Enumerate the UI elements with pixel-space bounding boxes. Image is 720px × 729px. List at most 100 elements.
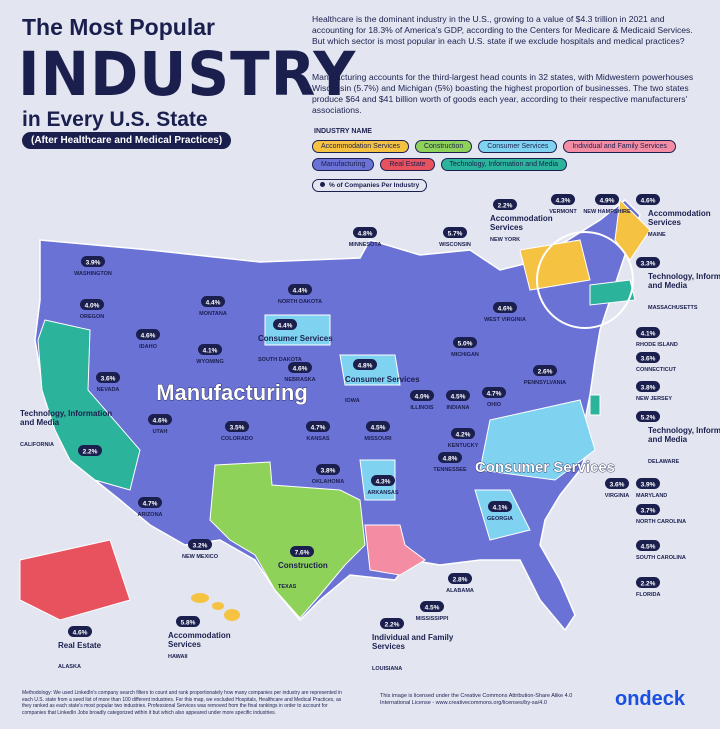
state-name: TEXAS <box>278 584 297 590</box>
brand: ondeck <box>615 688 686 710</box>
pct-label: 2.6% <box>538 369 553 376</box>
pct-badge <box>636 352 660 363</box>
pct-badge <box>380 618 404 629</box>
state-name: ARIZONA <box>137 512 162 518</box>
state-name: SOUTH CAROLINA <box>636 555 686 561</box>
pct-badge <box>138 497 162 508</box>
title-main: INDUSTRY <box>18 38 357 110</box>
pct-label: 4.7% <box>487 391 502 398</box>
state-name: VERMONT <box>549 209 577 215</box>
pct-badge <box>453 337 477 348</box>
pct-badge <box>68 626 92 637</box>
subtitle: (After Healthcare and Medical Practices) <box>22 132 232 149</box>
pct-label: 3.3% <box>641 261 656 268</box>
legend-item: Consumer Services <box>478 140 558 153</box>
pct-label: 2.2% <box>83 449 98 456</box>
pct-badge <box>290 546 314 557</box>
industry-label-box: Consumer Services <box>345 375 420 384</box>
region-label: Consumer Services <box>475 459 615 476</box>
pct-badge <box>80 299 104 310</box>
pct-label: 3.8% <box>641 385 656 392</box>
industry-label-box: Consumer Services <box>258 334 333 343</box>
pct-badge <box>636 411 660 422</box>
industry-label-box: Accommodation Services <box>648 209 711 227</box>
industry-label: Accommodation Services <box>490 214 553 232</box>
pct-label: 3.9% <box>641 482 656 489</box>
pct-badge <box>176 616 200 627</box>
industry-label-box: Individual and Family Services <box>372 633 454 651</box>
title-top: The Most Popular <box>22 14 215 40</box>
pct-badge <box>438 452 462 463</box>
pct-badge <box>595 194 619 205</box>
state-name: ARKANSAS <box>367 490 399 496</box>
state-name: ALASKA <box>58 664 81 670</box>
state-name: GEORGIA <box>487 516 513 522</box>
pct-label: 4.6% <box>153 418 168 425</box>
industry-label-box: Construction <box>278 561 328 570</box>
pct-badge <box>81 256 105 267</box>
legend-item: Technology, Information and Media <box>440 158 567 171</box>
pct-label: 4.7% <box>311 425 326 432</box>
pct-label: 5.2% <box>641 415 656 422</box>
industry-label-box: Accommodation Services <box>490 214 553 232</box>
intro-text: Manufacturing accounts for the third-lar… <box>312 72 694 115</box>
industry-label: Consumer Services <box>258 334 333 343</box>
pct-label: 4.8% <box>443 456 458 463</box>
industry-label: Individual and Family Services <box>372 633 454 651</box>
state-name: MISSISSIPPI <box>416 616 449 622</box>
pct-badge <box>188 539 212 550</box>
pct-badge <box>636 504 660 515</box>
pct-label: 4.7% <box>143 501 158 508</box>
pct-label: 5.7% <box>448 231 463 238</box>
pct-label: 4.8% <box>358 363 373 370</box>
state-name: SOUTH DAKOTA <box>258 357 302 363</box>
state-name: INDIANA <box>447 405 470 411</box>
region-southeast <box>479 399 596 481</box>
highlight-circle <box>536 231 634 329</box>
pct-badge <box>366 421 390 432</box>
pct-badge <box>446 390 470 401</box>
state-name: IDAHO <box>139 344 157 350</box>
legend-note: % of Companies Per Industry <box>312 179 428 192</box>
pct-label: 4.6% <box>73 630 88 637</box>
state-name: NEBRASKA <box>284 377 315 383</box>
pct-badge <box>636 194 660 205</box>
pct-label: 4.6% <box>498 306 513 313</box>
state-name: WYOMING <box>196 359 224 365</box>
pct-label: 4.5% <box>451 394 466 401</box>
pct-label: 3.5% <box>230 425 245 432</box>
state-name: WASHINGTON <box>74 271 112 277</box>
pct-badge <box>353 227 377 238</box>
pct-badge <box>636 381 660 392</box>
state-name: NEW HAMPSHIRE <box>583 209 631 215</box>
region-hawaii <box>224 609 240 621</box>
industry-label-box: Accommodation Services <box>168 631 231 649</box>
state-name: FLORIDA <box>636 592 660 598</box>
industry-label: Real Estate <box>58 641 102 650</box>
pct-badge <box>288 362 312 373</box>
pct-badge <box>420 601 444 612</box>
state-name: IOWA <box>345 398 360 404</box>
state-name: KANSAS <box>306 436 330 442</box>
pct-badge <box>443 227 467 238</box>
pct-badge <box>198 344 222 355</box>
pct-label: 4.3% <box>556 198 571 205</box>
state-name: MARYLAND <box>636 493 667 499</box>
pct-badge <box>306 421 330 432</box>
pct-label: 3.9% <box>86 260 101 267</box>
pct-label: 4.4% <box>293 288 308 295</box>
industry-label: Consumer Services <box>345 375 420 384</box>
legend: Accommodation Services Construction Consum… <box>312 140 712 171</box>
pct-badge <box>273 319 297 330</box>
pct-badge <box>636 577 660 588</box>
pct-badge <box>488 501 512 512</box>
region-hawaii <box>191 593 209 603</box>
state-name: DELAWARE <box>648 459 680 465</box>
pct-label: 3.6% <box>101 376 116 383</box>
state-name: NEVADA <box>97 387 120 393</box>
labels: Manufacturing Consumer Services 3.9% WASHIN… <box>20 194 720 672</box>
pct-label: 4.0% <box>415 394 430 401</box>
pct-label: 4.4% <box>278 323 293 330</box>
